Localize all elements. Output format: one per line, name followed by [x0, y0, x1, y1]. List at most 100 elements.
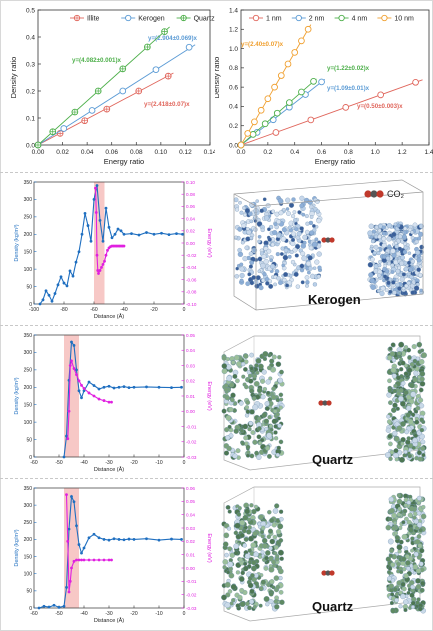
atom — [396, 544, 403, 551]
data-point — [249, 131, 257, 138]
atom — [249, 388, 255, 394]
atom — [250, 542, 257, 549]
atom — [262, 386, 268, 392]
atom — [245, 444, 251, 450]
atom — [383, 263, 388, 268]
atom — [265, 602, 270, 607]
atom — [245, 453, 251, 458]
fit-equation: y=(1.22±0.02)x — [327, 65, 370, 72]
atom — [317, 265, 322, 270]
atom — [420, 513, 427, 520]
atom — [410, 584, 415, 590]
atom — [370, 239, 375, 244]
atom — [266, 390, 271, 395]
data-point — [87, 391, 91, 395]
atom — [400, 381, 406, 386]
atom — [397, 506, 402, 512]
data-point — [119, 87, 127, 95]
data-point — [145, 231, 148, 234]
atom — [309, 204, 314, 209]
atom — [236, 512, 242, 517]
atom — [369, 246, 374, 251]
atom — [262, 351, 269, 357]
y-tick-label: 250 — [24, 215, 33, 221]
atom — [279, 599, 285, 605]
atom — [419, 427, 425, 433]
atom — [235, 378, 240, 384]
data-point — [122, 244, 126, 248]
atom — [406, 500, 411, 505]
data-point — [167, 233, 171, 237]
atom — [380, 285, 386, 291]
atom — [406, 272, 411, 277]
data-point — [97, 272, 100, 275]
data-point — [80, 232, 84, 236]
quartz-label: Quartz — [312, 452, 354, 467]
atom — [401, 520, 406, 525]
y-tick-label: 0.4 — [229, 104, 238, 111]
density-line — [63, 340, 182, 458]
atom — [396, 493, 401, 498]
atom — [372, 250, 377, 255]
atom — [225, 592, 231, 598]
data-point — [107, 538, 111, 542]
data-point — [47, 293, 51, 297]
atom — [407, 251, 412, 255]
atom — [223, 532, 230, 539]
y-tick-label: 250 — [24, 520, 33, 526]
data-point — [72, 367, 76, 370]
atom — [255, 357, 262, 364]
atom — [299, 195, 305, 201]
atom — [257, 256, 263, 262]
atom — [271, 559, 277, 565]
data-point — [50, 299, 54, 303]
atom — [387, 433, 393, 439]
data-point-cross — [81, 117, 88, 124]
atom — [417, 543, 423, 549]
atom — [292, 247, 298, 253]
y2-tick-label: 0.04 — [186, 216, 195, 221]
atom — [414, 539, 421, 545]
atom — [395, 268, 401, 274]
atom — [400, 421, 406, 427]
data-point — [65, 434, 68, 438]
atom — [373, 244, 379, 250]
atom — [259, 437, 265, 443]
atom — [305, 280, 310, 285]
co2-legend: CO₂ — [364, 189, 405, 199]
x-tick-label: 0.06 — [105, 149, 118, 156]
atom — [396, 561, 401, 567]
atom — [415, 405, 421, 411]
y-tick-label: 0 — [29, 302, 32, 308]
atom — [239, 266, 245, 272]
legend-item: 10 nm — [377, 14, 414, 23]
data-point — [307, 116, 315, 124]
atom — [271, 354, 277, 360]
data-point — [89, 239, 93, 243]
fit-line — [240, 79, 423, 146]
atom — [232, 453, 238, 459]
atom — [269, 517, 275, 524]
atom — [417, 606, 423, 612]
data-point — [68, 269, 72, 273]
atom — [416, 267, 421, 272]
data-point — [112, 386, 116, 390]
atom — [248, 264, 253, 269]
atom — [233, 354, 240, 361]
atom — [279, 252, 284, 256]
y2-tick-label: -0.02 — [186, 440, 197, 445]
data-point — [67, 409, 71, 413]
atom — [237, 506, 242, 511]
data-point — [145, 537, 148, 541]
x-tick-label: -30 — [105, 460, 112, 466]
atom — [414, 239, 419, 244]
legend-label: Quartz — [194, 16, 215, 23]
atom — [266, 534, 272, 540]
atom — [279, 397, 284, 402]
atom — [407, 260, 411, 265]
x-tick-label: -10 — [155, 460, 162, 466]
series-density — [37, 494, 183, 610]
atom — [419, 433, 425, 440]
atom — [403, 371, 409, 377]
atom — [270, 394, 277, 401]
